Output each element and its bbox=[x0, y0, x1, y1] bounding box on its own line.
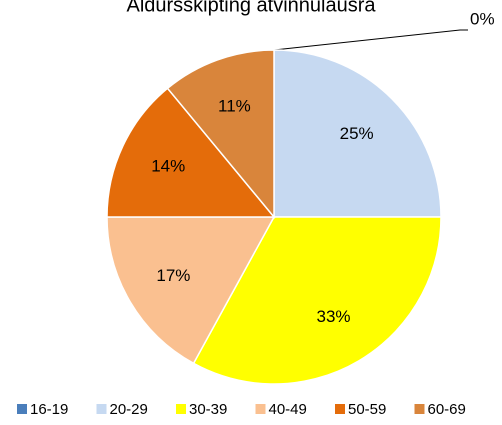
data-label: 0% bbox=[470, 9, 495, 28]
legend-swatch bbox=[335, 404, 345, 414]
legend-swatch bbox=[17, 404, 27, 414]
legend-swatch bbox=[255, 404, 266, 414]
data-label: 14% bbox=[151, 157, 185, 176]
pie-slice bbox=[273, 49, 442, 218]
pie-slice bbox=[192, 216, 442, 385]
legend-label: 30-39 bbox=[189, 401, 227, 418]
legend-label: 60-69 bbox=[428, 401, 466, 418]
pie-slice bbox=[106, 216, 276, 365]
legend-label: 16-19 bbox=[30, 401, 68, 418]
legend-label: 40-49 bbox=[269, 401, 307, 418]
legend-label: 50-59 bbox=[348, 401, 386, 418]
legend-swatch bbox=[414, 404, 425, 414]
leader-line bbox=[273, 29, 468, 51]
pie-slice bbox=[106, 87, 276, 218]
data-label: 17% bbox=[156, 266, 190, 285]
data-label: 25% bbox=[340, 124, 374, 143]
pie-slice bbox=[166, 49, 275, 220]
legend-label: 20-29 bbox=[110, 401, 148, 418]
legend-swatch bbox=[176, 404, 186, 414]
legend-swatch bbox=[96, 404, 107, 414]
data-label: 11% bbox=[218, 96, 251, 115]
chart-title: Aldursskipting atvinnulausra bbox=[126, 0, 376, 16]
data-label: 33% bbox=[316, 307, 350, 326]
